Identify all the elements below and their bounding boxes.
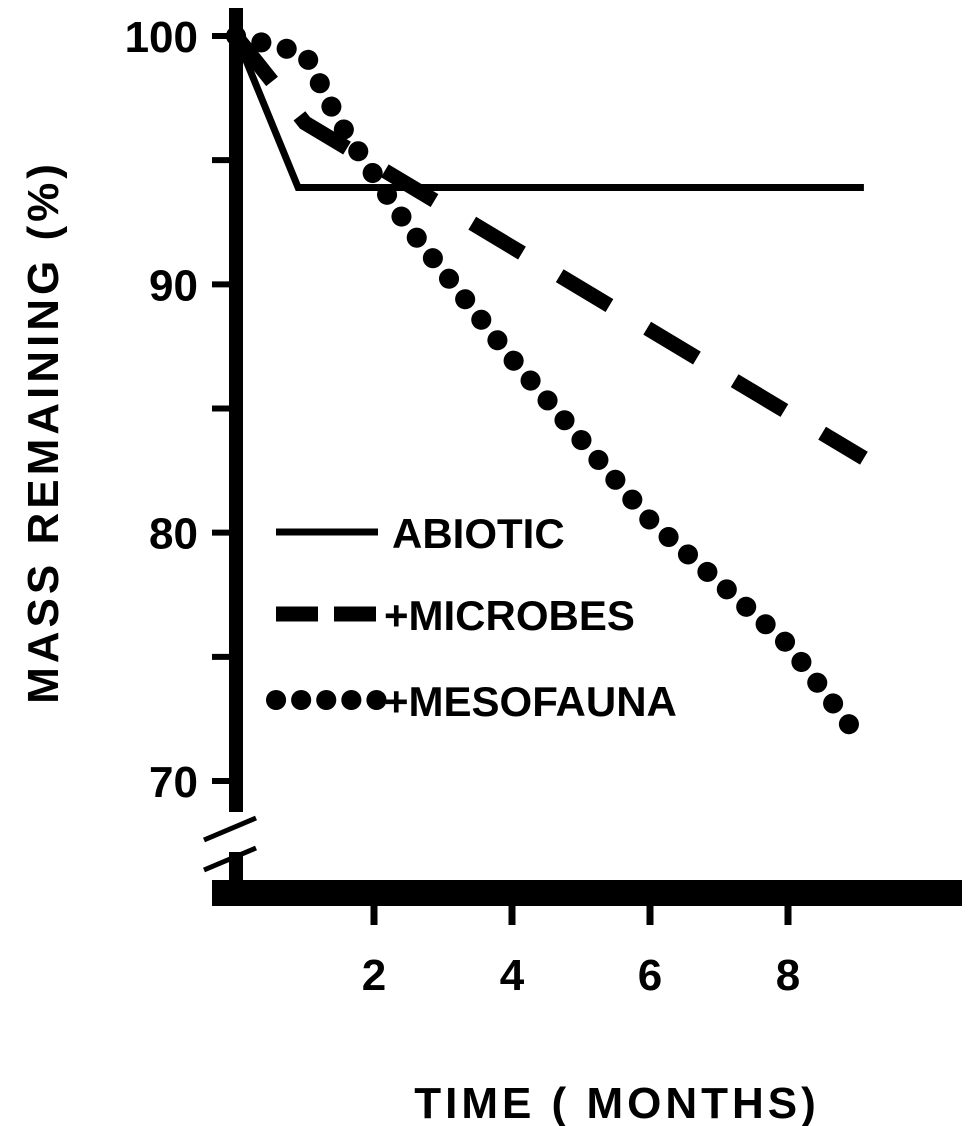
series-abiotic-line — [232, 34, 864, 191]
y-tick-label: 100 — [125, 13, 198, 62]
x-tick-label: 2 — [362, 951, 386, 1000]
y-tick-label: 70 — [149, 758, 198, 807]
y-tick-label: 80 — [149, 510, 198, 559]
x-tick-label: 8 — [776, 951, 800, 1000]
legend-label-abiotic: ABIOTIC — [392, 510, 565, 557]
series-lines — [226, 26, 874, 754]
y-tick-label: 90 — [149, 261, 198, 310]
x-axis-label: TIME ( MONTHS) — [414, 1079, 820, 1126]
y-axis-label: MASS REMAINING (%) — [19, 160, 68, 704]
tick-labels: 70 80 90 100 2 4 6 8 — [125, 13, 801, 1000]
series-microbes-line — [230, 31, 868, 465]
axis-break-mark — [203, 815, 257, 843]
legend-label-microbes: +MICROBES — [384, 592, 635, 639]
legend-label-mesofauna: +MESOFAUNA — [384, 678, 677, 725]
series-mesofauna-line — [226, 26, 874, 754]
x-tick-label: 4 — [500, 951, 525, 1000]
legend: ABIOTIC +MICROBES +MESOFAUNA — [266, 510, 677, 725]
axis-break-mark — [203, 845, 257, 873]
x-tick-label: 6 — [638, 951, 662, 1000]
axes — [203, 8, 962, 925]
